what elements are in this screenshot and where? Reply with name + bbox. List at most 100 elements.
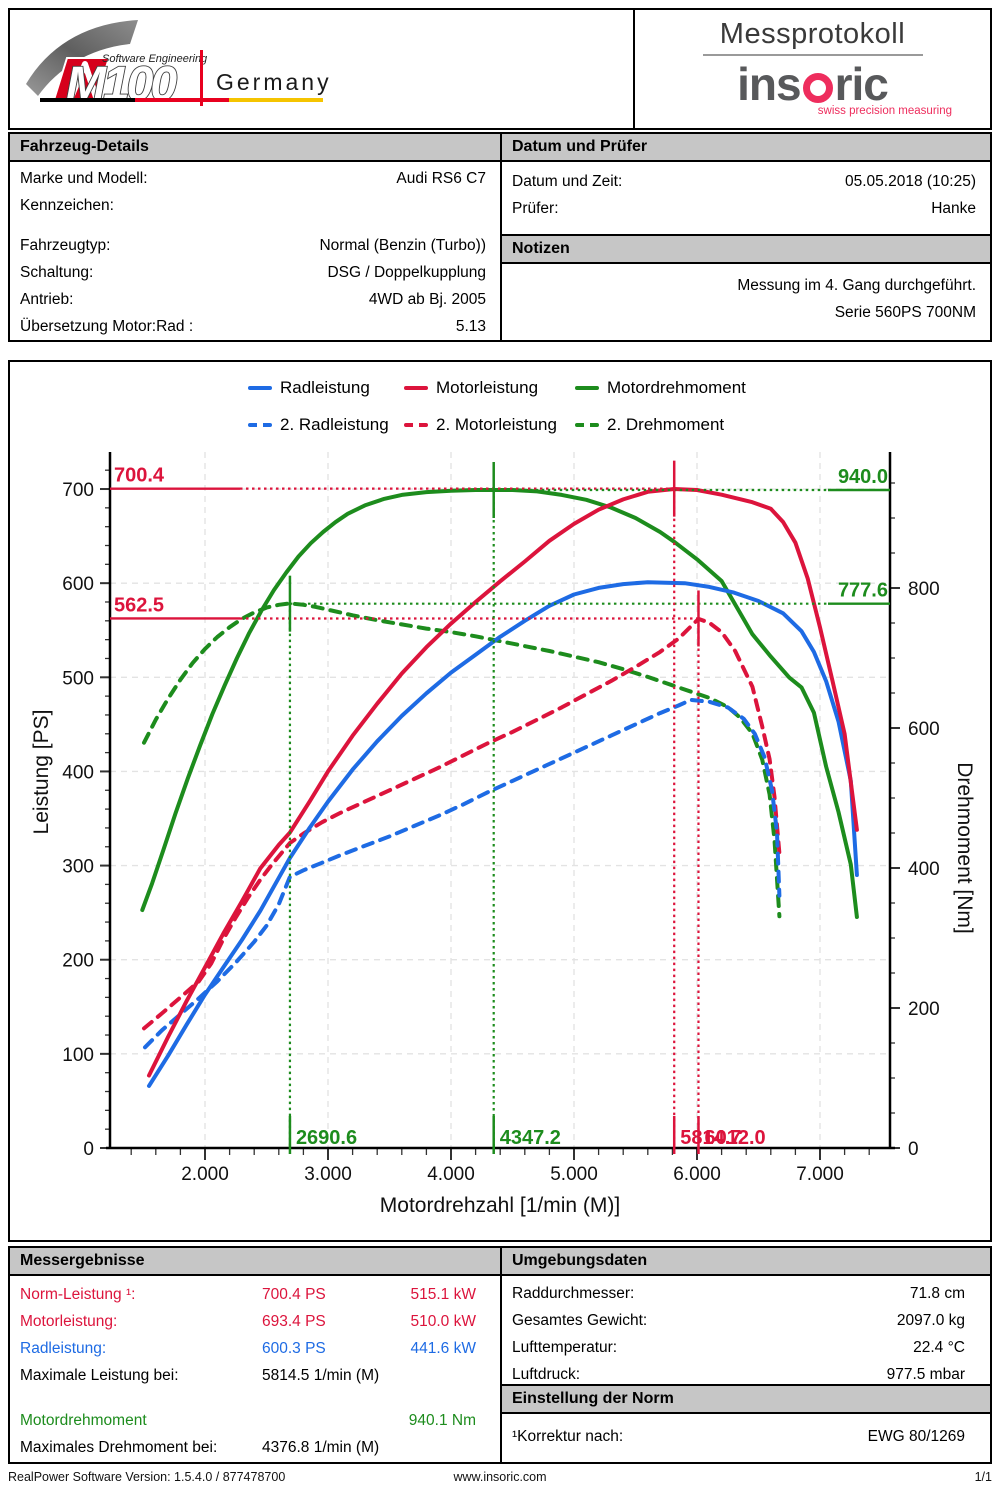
legend-item-motorleistung: Motorleistung xyxy=(404,378,538,398)
x-axis-title: Motordrehzahl [1/min (M)] xyxy=(380,1194,620,1217)
y-left-tick-label: 500 xyxy=(62,668,94,689)
note-line: Messung im 4. Gang durchgeführt. xyxy=(737,277,976,294)
annotation-label-777.6: 777.6 xyxy=(838,580,888,602)
m100-text: M100 xyxy=(66,58,177,111)
env-row: Raddurchmesser: 71.8 cm xyxy=(502,1280,990,1307)
y-left-tick-label: 600 xyxy=(62,574,94,595)
annotation-rpm-label-2690.6: 2690.6 xyxy=(296,1127,357,1149)
annotation-rpm-label-6012.0: 6012.0 xyxy=(704,1127,765,1149)
vehicle-row: Marke und Modell: Audi RS6 C7 xyxy=(10,165,500,192)
norm-row: ¹Korrektur nach: EWG 80/1269 xyxy=(502,1423,990,1450)
row-label: Datum und Zeit: xyxy=(512,172,623,190)
row-value: DSG / Doppelkupplung xyxy=(327,263,486,281)
annotation-label-700.4: 700.4 xyxy=(114,465,165,487)
ribbon-swoosh-icon xyxy=(26,20,138,96)
curve-motordrehmoment xyxy=(140,488,859,919)
environment-header: Umgebungsdaten xyxy=(502,1248,990,1276)
insoric-logo: ins ric xyxy=(635,60,990,108)
notes-header: Notizen xyxy=(502,236,990,264)
dyno-chart: 2.000 3.000 4.000 5.000 6.000 7.000 0 100 200 300… xyxy=(30,452,976,1217)
row-value-nm: 940.1 Nm xyxy=(408,1411,476,1429)
vehicle-row: Antrieb: 4WD ab Bj. 2005 xyxy=(10,286,500,313)
date-examiner-header: Datum und Prüfer xyxy=(502,134,990,162)
legend-label: Motorleistung xyxy=(436,378,539,397)
row-label: Schaltung: xyxy=(20,263,94,281)
row-value-rpm: 5814.5 1/min (M) xyxy=(262,1366,380,1384)
insoric-o-icon xyxy=(802,73,833,103)
legend-label: 2. Motorleistung xyxy=(436,415,557,434)
result-row: Radleistung: 600.3 PS 441.6 kW xyxy=(10,1335,500,1362)
legend-swatch xyxy=(575,423,599,427)
result-row: Motordrehmoment 940.1 Nm xyxy=(10,1407,500,1434)
row-value: 2097.0 kg xyxy=(896,1311,965,1329)
legend-item-2-radleistung: 2. Radleistung xyxy=(248,415,389,435)
vehicle-row: Kennzeichen: xyxy=(10,192,500,219)
legend-swatch xyxy=(248,423,272,427)
title-underline xyxy=(702,54,923,56)
x-tick-label: 7.000 xyxy=(796,1164,844,1185)
germany-text: Germany xyxy=(216,69,332,95)
insoric-text-left: ins xyxy=(737,58,801,110)
vehicle-row: Übersetzung Motor:Rad : 5.13 xyxy=(10,313,500,340)
row-label: Marke und Modell: xyxy=(20,169,148,187)
row-value: 4WD ab Bj. 2005 xyxy=(368,290,486,308)
legend-swatch xyxy=(404,386,428,390)
doc-title: Messprotokoll xyxy=(719,18,906,50)
curve-2-motorleistung xyxy=(142,616,782,1031)
result-row: Motorleistung: 693.4 PS 510.0 kW xyxy=(10,1308,500,1335)
legend-label: 2. Radleistung xyxy=(280,415,389,434)
row-label: Antrieb: xyxy=(20,290,74,308)
flag-bar xyxy=(40,98,323,102)
legend-item-radleistung: Radleistung xyxy=(248,378,370,398)
annotation-label-940.0: 940.0 xyxy=(838,466,888,488)
row-value: 977.5 mbar xyxy=(886,1365,965,1383)
dyno-chart-box: 2.000 3.000 4.000 5.000 6.000 7.000 0 100 200 300… xyxy=(8,360,992,1242)
footer-software-version: RealPower Software Version: 1.5.4.0 / 87… xyxy=(8,1470,286,1484)
row-value-ps: 600.3 PS xyxy=(262,1339,326,1357)
row-value-kw: 441.6 kW xyxy=(410,1339,476,1357)
row-value: 05.05.2018 (10:25) xyxy=(845,172,976,190)
row-label: ¹Korrektur nach: xyxy=(512,1427,624,1445)
y-right-tick-label: 600 xyxy=(908,719,940,740)
annotation-label-562.5: 562.5 xyxy=(114,594,164,616)
result-row: Norm-Leistung ¹: 700.4 PS 515.1 kW xyxy=(10,1281,500,1308)
row-value: 71.8 cm xyxy=(909,1284,965,1302)
m100-mark-glyph xyxy=(67,61,100,102)
legend-label: Radleistung xyxy=(280,378,370,397)
row-label: Lufttemperatur: xyxy=(512,1338,618,1356)
y-left-tick-label: 700 xyxy=(62,480,94,501)
row-value: Hanke xyxy=(931,199,976,217)
x-tick-label: 2.000 xyxy=(181,1164,229,1185)
curve-2-radleistung xyxy=(143,697,782,1050)
date-row: Datum und Zeit: 05.05.2018 (10:25) xyxy=(502,168,990,195)
page-footer: RealPower Software Version: 1.5.4.0 / 87… xyxy=(8,1470,992,1484)
title-box: Messprotokoll ins ric swiss precision me… xyxy=(633,8,992,130)
legend-swatch xyxy=(575,386,599,390)
row-label: Gesamtes Gewicht: xyxy=(512,1311,648,1329)
row-value-ps: 693.4 PS xyxy=(262,1312,326,1330)
y-right-tick-label: 0 xyxy=(908,1139,919,1160)
row-value-rpm: 4376.8 1/min (M) xyxy=(262,1438,380,1456)
row-label: Übersetzung Motor:Rad : xyxy=(20,317,194,335)
curve-radleistung xyxy=(147,580,859,1088)
row-label: Motorleistung: xyxy=(20,1312,118,1330)
vehicle-row: Fahrzeugtyp: Normal (Benzin (Turbo)) xyxy=(10,232,500,259)
software-engineering-text: Software Engineering xyxy=(102,53,208,65)
legend-label: 2. Drehmoment xyxy=(607,415,725,434)
legend-swatch xyxy=(248,386,272,390)
results-section: Messergebnisse Norm-Leistung ¹: 700.4 PS… xyxy=(8,1246,502,1464)
y-left-tick-label: 200 xyxy=(62,951,94,972)
footer-page-number: 1/1 xyxy=(974,1470,992,1484)
row-label: Raddurchmesser: xyxy=(512,1284,635,1302)
environment-section: Umgebungsdaten Raddurchmesser: 71.8 cm G… xyxy=(500,1246,992,1386)
curve-2-drehmoment xyxy=(142,601,782,919)
y-left-tick-label: 300 xyxy=(62,857,94,878)
legend-label: Motordrehmoment xyxy=(607,378,746,397)
curve-motorleistung xyxy=(147,487,859,1078)
row-label: Motordrehmoment xyxy=(20,1411,147,1429)
row-label: Radleistung: xyxy=(20,1339,107,1357)
row-value: Normal (Benzin (Turbo)) xyxy=(319,236,486,254)
date-examiner-section: Datum und Prüfer Datum und Zeit: 05.05.2… xyxy=(500,132,992,236)
result-row: Maximale Leistung bei: 5814.5 1/min (M) xyxy=(10,1362,500,1389)
row-label: Luftdruck: xyxy=(512,1365,581,1383)
